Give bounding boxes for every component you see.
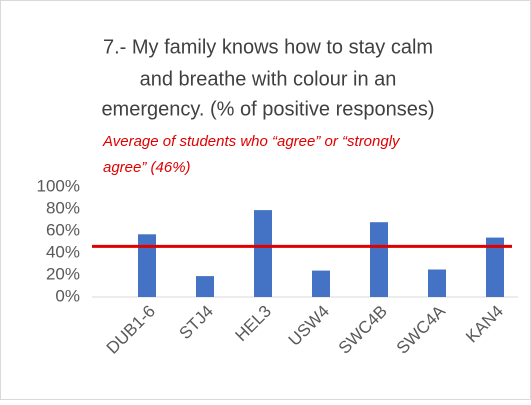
y-tick-label: 60% [46,220,80,239]
bar [312,270,330,297]
chart-title: and breathe with colour in an [140,68,397,90]
bar [486,237,504,297]
chart-title: emergency. (% of positive responses) [101,98,434,120]
y-tick-label: 100% [37,176,80,195]
chart-title: 7.- My family knows how to stay calm [103,36,433,58]
y-tick-label: 20% [46,264,80,283]
y-tick-label: 40% [46,242,80,261]
y-tick-label: 0% [55,286,80,305]
bar [370,222,388,297]
annotation: agree” (46%) [103,159,191,176]
annotation: Average of students who “agree” or “stro… [102,133,401,150]
bar [428,269,446,297]
bar [138,234,156,297]
bar [254,210,272,297]
y-tick-label: 80% [46,198,80,217]
bar [196,276,214,297]
